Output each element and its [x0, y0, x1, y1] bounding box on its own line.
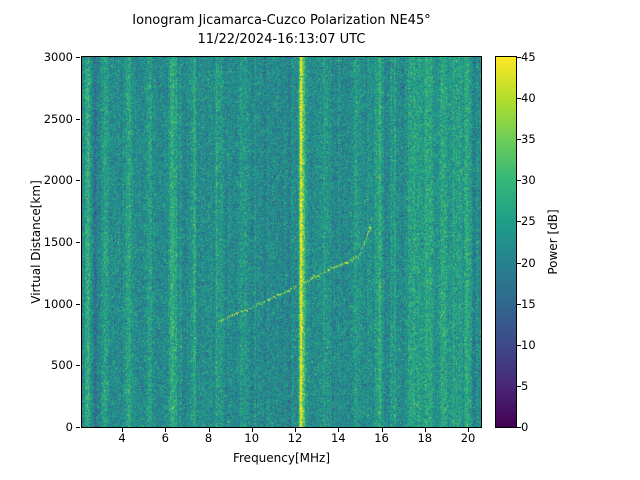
colorbar-tick-mark — [517, 344, 521, 346]
x-tick-mark — [165, 428, 167, 432]
x-tick-mark — [295, 428, 297, 432]
colorbar-tick-mark — [517, 98, 521, 100]
plot-area — [81, 56, 482, 428]
x-tick-label: 10 — [244, 431, 260, 445]
y-tick-label: 2000 — [43, 173, 73, 188]
colorbar-tick-mark — [517, 385, 521, 387]
colorbar-tick-mark — [517, 221, 521, 223]
y-tick-mark — [76, 118, 80, 120]
colorbar-tick-label: 15 — [521, 296, 536, 311]
colorbar-tick-label: 40 — [521, 91, 536, 106]
x-tick-mark — [208, 428, 210, 432]
colorbar-tick-label: 25 — [521, 214, 536, 229]
x-tick-mark — [251, 428, 253, 432]
y-tick-mark — [76, 427, 80, 428]
heatmap-canvas — [82, 57, 481, 427]
y-tick-label: 1500 — [43, 235, 73, 249]
x-tick-mark — [468, 428, 470, 432]
colorbar-tick-label: 5 — [521, 378, 529, 393]
x-tick-mark — [338, 428, 340, 432]
x-tick-label: 12 — [287, 431, 303, 445]
y-tick-mark — [76, 180, 80, 182]
y-tick-mark — [76, 242, 80, 243]
x-tick-mark — [122, 428, 123, 432]
colorbar-tick-mark — [517, 262, 521, 264]
y-tick-label: 1000 — [43, 296, 73, 311]
colorbar-label: Power [dB] — [546, 209, 560, 275]
y-tick-label: 0 — [65, 420, 73, 434]
x-tick-label: 8 — [204, 431, 213, 445]
colorbar-tick-label: 35 — [521, 132, 536, 147]
x-tick-label: 14 — [330, 431, 346, 445]
chart-title: Ionogram Jicamarca-Cuzco Polarization NE… — [82, 11, 481, 49]
y-axis-label: Virtual Distance[km] — [29, 180, 43, 304]
x-tick-mark — [424, 428, 426, 432]
x-tick-label: 4 — [118, 431, 126, 445]
colorbar-tick-label: 20 — [521, 255, 536, 270]
y-tick-mark — [76, 365, 80, 367]
colorbar-tick-mark — [517, 303, 521, 305]
colorbar-tick-label: 10 — [521, 337, 536, 352]
colorbar-tick-mark — [517, 57, 521, 58]
x-tick-label: 18 — [417, 431, 433, 445]
colorbar-tick-label: 30 — [521, 173, 536, 188]
x-tick-label: 6 — [161, 431, 169, 445]
x-tick-label: 16 — [374, 431, 389, 445]
colorbar-tick-label: 0 — [521, 420, 529, 434]
y-tick-mark — [76, 57, 80, 58]
y-tick-label: 500 — [51, 358, 73, 373]
x-axis-label: Frequency[MHz] — [232, 451, 331, 465]
x-tick-label: 20 — [460, 431, 476, 445]
y-tick-mark — [76, 303, 80, 305]
y-tick-label: 2500 — [43, 111, 73, 126]
colorbar — [495, 56, 517, 428]
colorbar-tick-mark — [517, 180, 521, 182]
colorbar-canvas — [496, 57, 516, 427]
y-tick-label: 3000 — [43, 50, 73, 64]
colorbar-tick-mark — [517, 139, 521, 141]
colorbar-tick-mark — [517, 427, 521, 428]
chart-title-line1: Ionogram Jicamarca-Cuzco Polarization NE… — [132, 13, 431, 28]
colorbar-tick-label: 45 — [521, 50, 536, 64]
chart-title-line2: 11/22/2024-16:13:07 UTC — [197, 32, 366, 47]
x-tick-mark — [381, 428, 383, 432]
